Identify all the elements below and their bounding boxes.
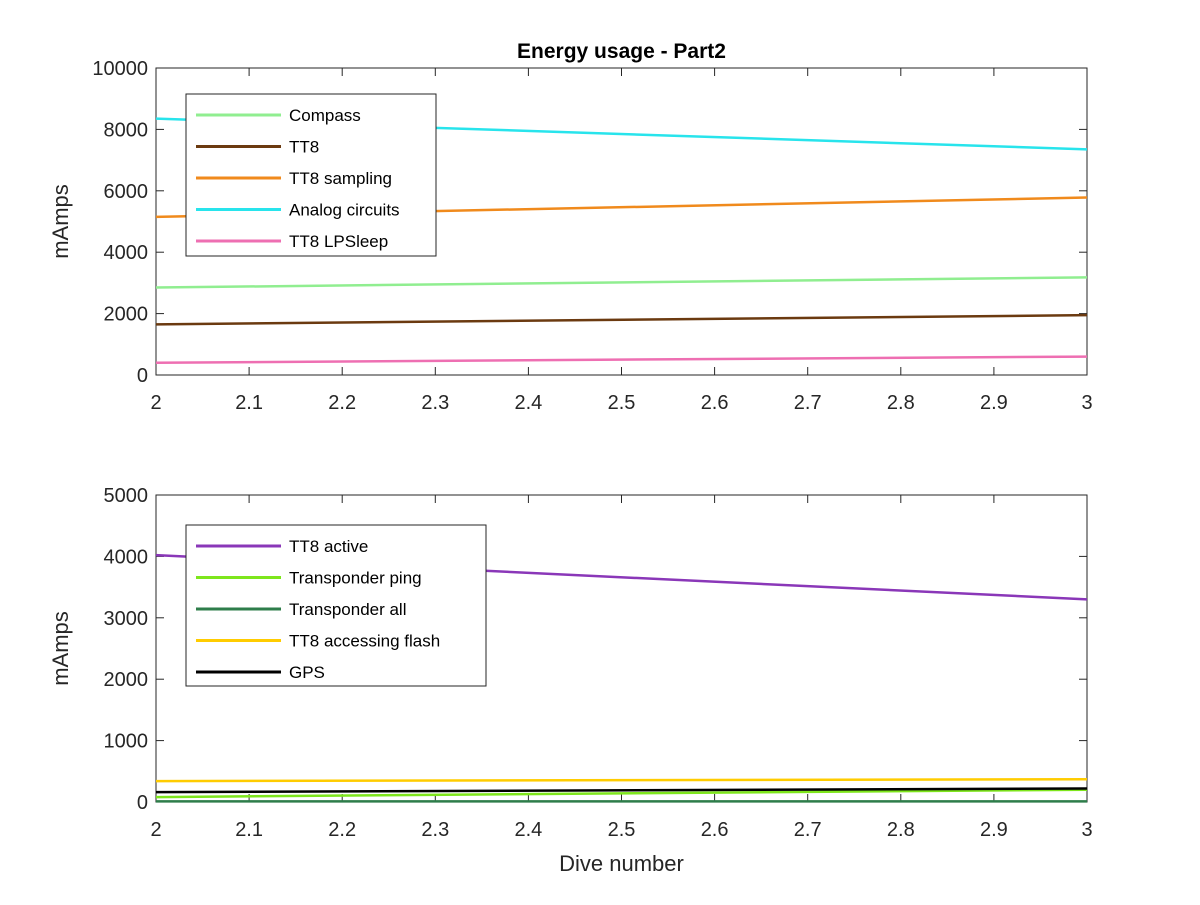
legend-label: Analog circuits	[289, 201, 400, 220]
series-line-tt8	[155, 313, 1088, 326]
y-tick-label: 0	[137, 792, 148, 814]
legend-label: TT8 LPSleep	[289, 232, 388, 251]
y-tick-label: 4000	[104, 242, 149, 264]
series-line-compass	[155, 276, 1088, 289]
x-tick-label: 2.3	[421, 392, 449, 414]
x-tick-label: 2.2	[328, 819, 356, 841]
y-tick-label: 2000	[104, 304, 149, 326]
y-tick-label: 4000	[104, 546, 149, 568]
y-tick-label: 10000	[92, 58, 148, 80]
x-tick-label: 2.5	[608, 392, 636, 414]
series-line-tt8-lpsleep	[155, 355, 1088, 364]
x-tick-label: 2.1	[235, 819, 263, 841]
legend-label: TT8 sampling	[289, 169, 392, 188]
y-axis-label: mAmps	[48, 184, 73, 259]
x-tick-label: 2.8	[887, 392, 915, 414]
legend-label: TT8 accessing flash	[289, 632, 440, 651]
legend-label: Transponder ping	[289, 569, 422, 588]
series-line-tt8-accessing-flash	[155, 778, 1088, 783]
x-axis-label: Dive number	[559, 851, 684, 876]
x-tick-label: 2.9	[980, 819, 1008, 841]
legend-box	[185, 93, 437, 257]
x-tick-label: 2	[150, 819, 161, 841]
y-tick-label: 2000	[104, 669, 149, 691]
x-tick-label: 2.5	[608, 819, 636, 841]
legend-label: Compass	[289, 106, 361, 125]
x-tick-label: 2.7	[794, 819, 822, 841]
x-tick-label: 2.3	[421, 819, 449, 841]
y-tick-label: 8000	[104, 119, 149, 141]
legend-label: Transponder all	[289, 600, 407, 619]
x-tick-label: 2.6	[701, 819, 729, 841]
y-tick-label: 6000	[104, 181, 149, 203]
y-tick-label: 5000	[104, 485, 149, 507]
x-tick-label: 2.7	[794, 392, 822, 414]
series-line-transponder-ping	[155, 788, 1088, 799]
legend-box	[185, 524, 487, 687]
chart-2: 2 2.1 2.2 2.3 2.4 2.5 2.6 2.7 2.8 2.9 3 0 1000 2000 30…	[48, 485, 1093, 876]
series-line-gps	[155, 787, 1088, 794]
x-tick-label: 2	[150, 392, 161, 414]
legend-label: TT8	[289, 138, 319, 157]
y-axis-label: mAmps	[48, 611, 73, 686]
y-tick-label: 0	[137, 365, 148, 387]
x-tick-label: 2.9	[980, 392, 1008, 414]
x-tick-label: 2.8	[887, 819, 915, 841]
legend-label: GPS	[289, 663, 325, 682]
chart-1: 2 2.1 2.2 2.3 2.4 2.5 2.6 2.7 2.8 2.9 3 0 2000 4000 60…	[48, 40, 1093, 414]
x-tick-label: 3	[1081, 392, 1092, 414]
y-tick-label: 1000	[104, 731, 149, 753]
x-tick-label: 2.6	[701, 392, 729, 414]
x-tick-label: 2.1	[235, 392, 263, 414]
legend: Compass TT8 TT8 sampling Analog circuits TT8…	[185, 93, 437, 257]
legend-label: TT8 active	[289, 537, 368, 556]
y-tick-label: 3000	[104, 608, 149, 630]
x-tick-label: 3	[1081, 819, 1092, 841]
x-tick-label: 2.2	[328, 392, 356, 414]
legend: TT8 active Transponder ping Transponder al…	[185, 524, 487, 687]
chart-title: Energy usage - Part2	[517, 40, 726, 63]
x-tick-label: 2.4	[514, 392, 542, 414]
x-tick-label: 2.4	[514, 819, 542, 841]
